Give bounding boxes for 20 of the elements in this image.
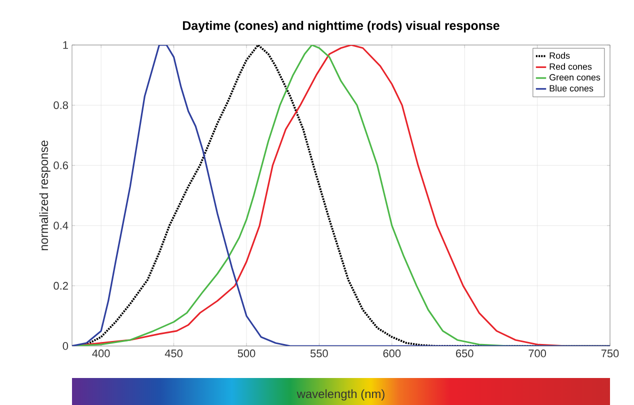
y-tick-label: 0.4 — [54, 222, 68, 230]
x-tick-label: 450 — [164, 350, 182, 358]
legend-label: Red cones — [550, 63, 592, 70]
y-axis-title: normalized response — [39, 140, 50, 250]
legend-label: Green cones — [550, 74, 600, 81]
y-tick-label: 0 — [62, 342, 68, 350]
legend-label: Blue cones — [550, 84, 594, 92]
y-tick-label: 1 — [63, 41, 68, 49]
y-tick-label: 0.8 — [54, 101, 68, 110]
x-tick-label: 700 — [528, 350, 546, 358]
y-tick-label: 0.6 — [54, 162, 68, 170]
x-tick-label: 750 — [601, 350, 619, 358]
x-tick-label: 650 — [456, 350, 474, 358]
x-tick-label: 550 — [310, 350, 328, 358]
y-tick-label: 0.2 — [54, 282, 68, 290]
x-tick-label: 400 — [92, 350, 110, 358]
chart-title: Daytime (cones) and nighttime (rods) visual response — [183, 20, 500, 32]
x-tick-label: 600 — [383, 350, 401, 358]
x-tick-label: 500 — [238, 350, 256, 358]
legend-label: Rods — [550, 52, 570, 59]
